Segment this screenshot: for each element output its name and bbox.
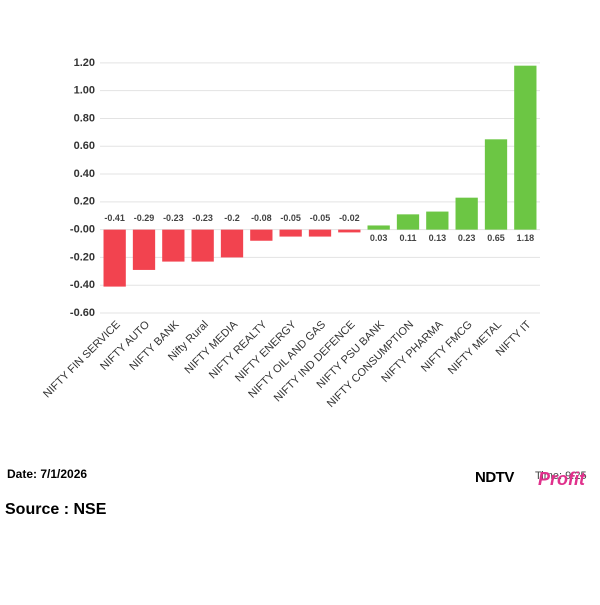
time: Time: 9:25	[535, 470, 587, 482]
value-label: -0.05	[310, 213, 331, 223]
bar	[103, 229, 126, 287]
bar	[279, 229, 302, 237]
value-label: 0.13	[429, 233, 447, 243]
source: Source : NSE	[5, 501, 107, 518]
bar	[250, 229, 273, 241]
bar	[338, 229, 361, 233]
y-tick-label: 0.20	[74, 196, 95, 208]
bar	[396, 214, 420, 230]
brand: NDTV	[475, 469, 514, 486]
y-tick-label: -0.00	[70, 224, 95, 236]
value-label: 0.11	[399, 233, 416, 243]
y-tick-label: 1.20	[74, 57, 95, 69]
value-label: -0.2	[224, 213, 240, 223]
y-tick-label: 0.60	[74, 140, 95, 152]
value-label: -0.02	[339, 213, 360, 223]
bar	[191, 229, 214, 262]
value-label: 0.23	[458, 233, 476, 243]
bar	[455, 197, 478, 230]
value-label: -0.29	[134, 213, 155, 223]
bar	[484, 139, 508, 230]
y-tick-label: 1.00	[74, 85, 95, 97]
value-label: 0.65	[487, 233, 505, 243]
bar	[220, 229, 244, 258]
y-tick-label: -0.60	[70, 307, 95, 319]
bar	[514, 65, 537, 230]
date: Date: 7/1/2026	[7, 467, 87, 481]
bar	[426, 211, 449, 230]
value-label: 1.18	[517, 233, 535, 243]
value-label: -0.23	[163, 213, 184, 223]
brand-sub: Profit	[538, 469, 586, 489]
value-label: -0.08	[251, 213, 272, 223]
value-label: -0.05	[280, 213, 301, 223]
bar	[308, 229, 332, 237]
bar	[367, 225, 390, 230]
value-label: -0.41	[104, 213, 125, 223]
y-tick-label: 0.40	[74, 168, 95, 180]
value-label: -0.23	[192, 213, 213, 223]
value-label: 0.03	[370, 233, 388, 243]
bar	[162, 229, 185, 262]
y-tick-label: -0.20	[70, 251, 95, 263]
y-tick-label: 0.80	[74, 112, 95, 124]
y-tick-label: -0.40	[70, 279, 95, 291]
bar	[132, 229, 156, 270]
